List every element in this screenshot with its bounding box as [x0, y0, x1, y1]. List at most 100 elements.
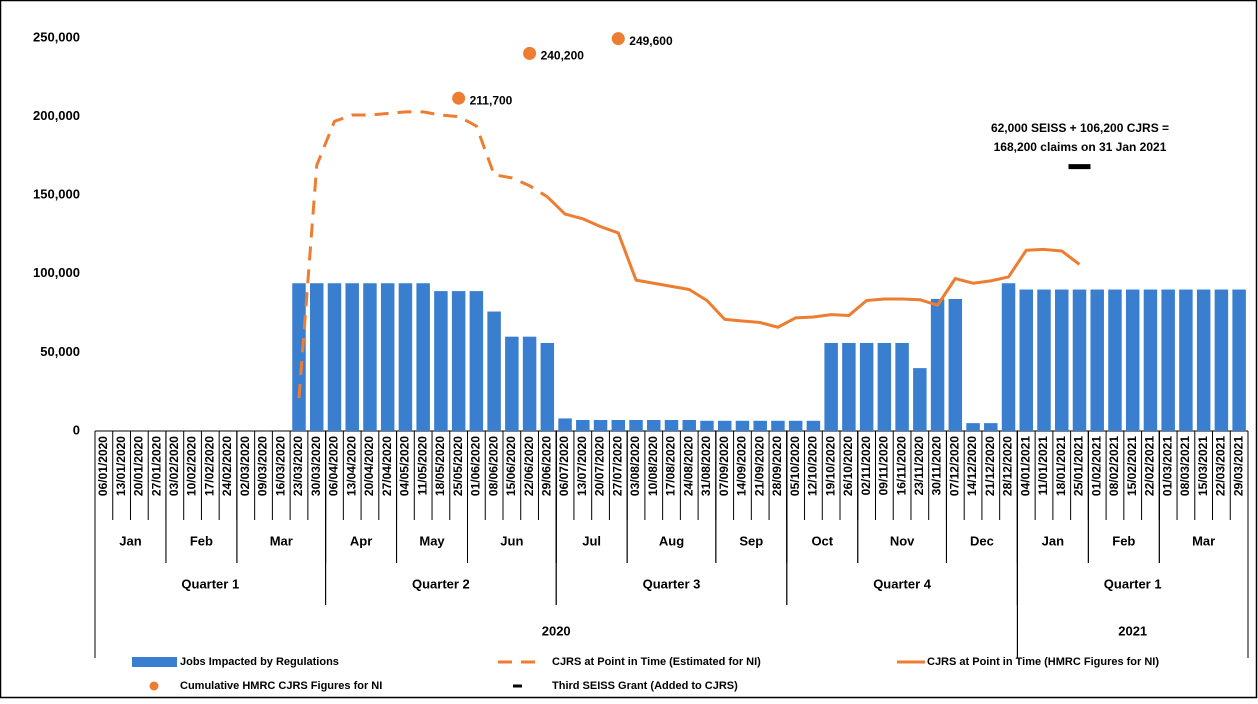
- x-tick-label: 06/01/2020: [96, 436, 110, 496]
- bar: [398, 283, 413, 431]
- month-label: Mar: [1192, 533, 1215, 548]
- x-tick-label: 20/01/2020: [132, 436, 146, 496]
- month-label: Oct: [811, 533, 833, 548]
- y-tick-label: 150,000: [33, 187, 80, 202]
- bar: [1179, 289, 1193, 431]
- x-tick-label: 06/07/2020: [557, 436, 571, 496]
- month-label: Jun: [500, 533, 523, 548]
- bar: [611, 419, 626, 431]
- x-tick-label: 21/09/2020: [752, 436, 766, 496]
- bar: [930, 298, 945, 431]
- bar: [859, 342, 874, 431]
- quarter-label: Quarter 3: [643, 576, 701, 591]
- x-tick-label: 14/09/2020: [735, 436, 749, 496]
- x-tick-label: 02/03/2020: [238, 436, 252, 496]
- x-tick-label: 01/06/2020: [469, 436, 483, 496]
- bar: [1214, 289, 1229, 431]
- x-tick-label: 22/02/2021: [1143, 436, 1157, 496]
- x-tick-label: 17/08/2020: [664, 436, 678, 496]
- legend-label: Third SEISS Grant (Added to CJRS): [552, 680, 738, 692]
- x-tick-label: 27/04/2020: [380, 436, 394, 496]
- data-label: 240,200: [541, 49, 585, 63]
- bar: [842, 342, 856, 431]
- bar: [1161, 289, 1175, 431]
- quarter-label: Quarter 4: [873, 576, 932, 591]
- bar: [806, 420, 821, 431]
- x-tick-label: 22/06/2020: [522, 436, 536, 496]
- point: [523, 46, 537, 60]
- x-tick-label: 13/01/2020: [114, 436, 128, 496]
- bar: [292, 283, 306, 431]
- legend-label: Cumulative HMRC CJRS Figures for NI: [180, 680, 382, 692]
- bar: [1196, 289, 1211, 431]
- month-label: Nov: [890, 533, 915, 548]
- bar: [540, 342, 555, 431]
- year-label: 2020: [542, 623, 571, 638]
- x-tick-label: 21/12/2020: [983, 436, 997, 496]
- month-label: Jul: [582, 533, 601, 548]
- y-tick-label: 200,000: [33, 108, 80, 123]
- bar: [505, 336, 519, 431]
- bar: [753, 420, 767, 431]
- x-tick-label: 26/10/2020: [841, 436, 855, 496]
- x-tick-label: 19/10/2020: [823, 436, 837, 496]
- bar: [771, 420, 785, 431]
- x-tick-label: 18/01/2021: [1054, 436, 1068, 496]
- x-tick-label: 09/03/2020: [256, 436, 270, 496]
- x-tick-label: 14/12/2020: [965, 436, 979, 496]
- x-tick-label: 11/01/2021: [1036, 436, 1050, 496]
- x-tick-label: 13/07/2020: [575, 436, 589, 496]
- bar: [522, 336, 537, 431]
- x-tick-label: 15/03/2021: [1196, 436, 1210, 496]
- x-tick-label: 24/08/2020: [681, 436, 695, 496]
- y-tick-label: 100,000: [33, 265, 80, 280]
- x-tick-label: 17/02/2020: [202, 436, 216, 496]
- legend-swatch: [132, 657, 177, 667]
- y-tick-label: 50,000: [40, 344, 80, 359]
- bar: [1125, 289, 1140, 431]
- x-tick-label: 06/04/2020: [327, 436, 341, 496]
- month-label: Mar: [270, 533, 293, 548]
- bar: [700, 420, 714, 431]
- bar: [682, 419, 696, 431]
- quarter-label: Quarter 1: [181, 576, 239, 591]
- annotation: 62,000 SEISS + 106,200 CJRS =: [991, 121, 1169, 135]
- month-label: Dec: [970, 533, 994, 548]
- month-label: Feb: [1112, 533, 1135, 548]
- x-tick-label: 02/11/2020: [859, 436, 873, 496]
- x-tick-label: 30/03/2020: [309, 436, 323, 496]
- bar: [1055, 289, 1069, 431]
- bar: [451, 291, 466, 431]
- bar: [1143, 289, 1158, 431]
- x-tick-label: 25/01/2021: [1072, 436, 1086, 496]
- x-tick-label: 03/02/2020: [167, 436, 181, 496]
- legend-label: Jobs Impacted by Regulations: [180, 656, 339, 668]
- x-tick-label: 05/10/2020: [788, 436, 802, 496]
- annotation: 168,200 claims on 31 Jan 2021: [994, 140, 1167, 154]
- x-tick-label: 08/02/2021: [1107, 436, 1121, 496]
- x-tick-label: 20/04/2020: [362, 436, 376, 496]
- bar: [345, 283, 359, 431]
- x-tick-label: 27/07/2020: [610, 436, 624, 496]
- x-tick-label: 07/09/2020: [717, 436, 731, 496]
- data-label: 211,700: [470, 93, 513, 107]
- bar: [1001, 283, 1016, 431]
- quarter-label: Quarter 2: [412, 576, 470, 591]
- quarter-label: Quarter 1: [1104, 576, 1162, 591]
- bar: [1108, 289, 1122, 431]
- bar: [1037, 289, 1051, 431]
- x-tick-label: 10/08/2020: [646, 436, 660, 496]
- x-tick-label: 01/02/2021: [1089, 436, 1103, 496]
- bar: [416, 283, 430, 431]
- line: [297, 110, 549, 399]
- bar: [948, 298, 963, 431]
- bar: [966, 423, 980, 431]
- x-tick-label: 31/08/2020: [699, 436, 713, 496]
- x-tick-label: 23/11/2020: [912, 436, 926, 496]
- x-tick-label: 20/07/2020: [593, 436, 607, 496]
- bar: [824, 342, 838, 431]
- point: [611, 32, 625, 46]
- bar: [380, 283, 395, 431]
- x-tick-label: 01/03/2021: [1160, 436, 1174, 496]
- x-tick-label: 12/10/2020: [806, 436, 820, 496]
